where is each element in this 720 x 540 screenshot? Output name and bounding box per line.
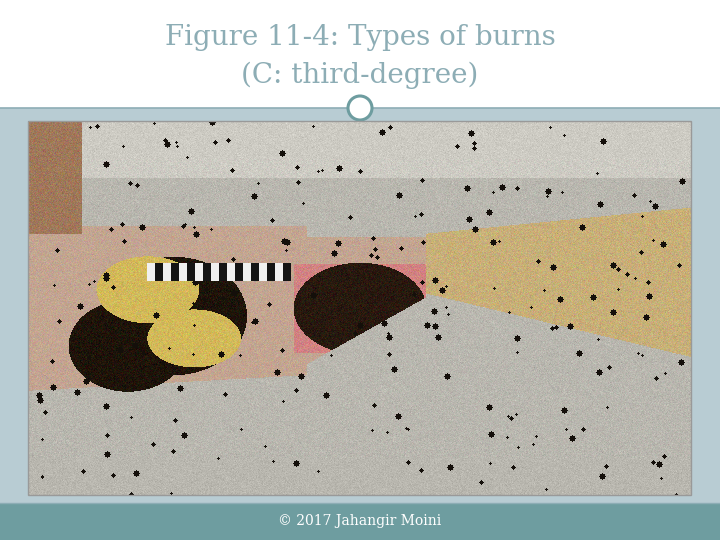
Text: © 2017 Jahangir Moini: © 2017 Jahangir Moini (279, 515, 441, 529)
Bar (0, 503, 720, 540)
Text: (C: third-degree): (C: third-degree) (241, 62, 479, 89)
Text: Figure 11-4: Types of burns: Figure 11-4: Types of burns (165, 24, 555, 51)
Bar (0, 0, 720, 108)
Circle shape (348, 96, 372, 120)
Bar (28, 121, 691, 495)
